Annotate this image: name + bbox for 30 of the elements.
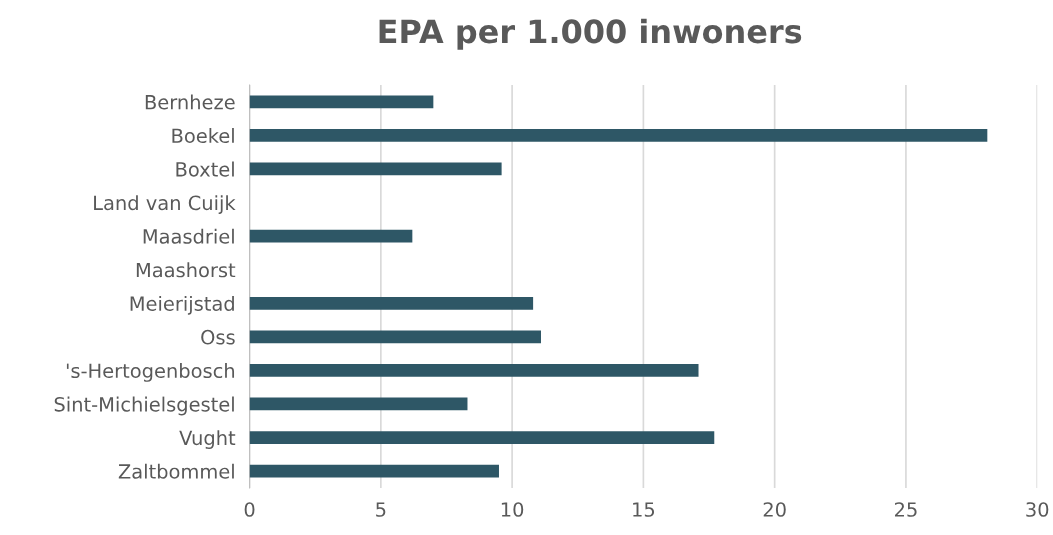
chart-title: EPA per 1.000 inwoners [379, 18, 802, 50]
y-tick-label: Zaltbommel [118, 463, 234, 479]
x-tick-label: 15 [633, 502, 655, 517]
y-tick-label: Meierijstad [130, 295, 234, 315]
y-tick-label: Vught [179, 430, 236, 449]
y-tick-label: 's-Hertogenbosch [66, 363, 235, 382]
y-tick-label: Bernheze [145, 94, 235, 110]
x-tick-label: 5 [376, 502, 386, 517]
x-tick-label: 25 [894, 502, 917, 517]
bar [249, 129, 988, 142]
y-tick-label: Oss [201, 329, 235, 345]
bar [249, 431, 715, 444]
x-tick-label: 20 [763, 502, 786, 517]
bar [249, 162, 502, 176]
bar [249, 229, 413, 243]
bar [249, 296, 534, 310]
y-tick-label: Boekel [172, 128, 234, 144]
x-tick-label: 0 [244, 502, 255, 517]
y-tick-label: Boxtel [176, 161, 234, 177]
bar [249, 464, 499, 478]
y-tick-label: Maasdriel [143, 228, 234, 244]
bar [249, 95, 434, 109]
bar [249, 364, 699, 377]
bar [249, 397, 468, 411]
bar [249, 330, 541, 344]
y-tick-label: Sint-Michielsgestel [54, 396, 234, 416]
y-tick-label: Land van Cuijk [94, 195, 236, 214]
y-tick-label: Maashorst [136, 262, 236, 278]
x-tick-label: 10 [501, 502, 524, 517]
x-tick-label: 30 [1026, 502, 1049, 517]
